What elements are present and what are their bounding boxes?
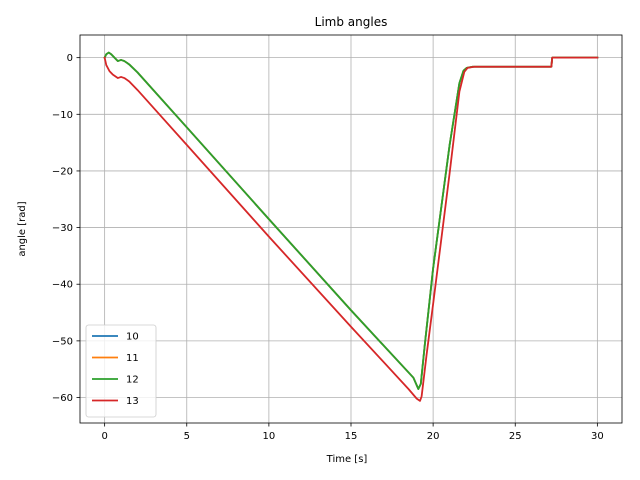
x-tick-label: 25	[509, 431, 522, 442]
x-tick-label: 10	[263, 431, 276, 442]
grid	[80, 35, 622, 423]
x-tick-label: 5	[184, 431, 190, 442]
y-tick-label: −10	[52, 110, 73, 121]
y-tick-label: −30	[52, 223, 73, 234]
ticks: 0 5 10 15 20 25 30 0 −10 −20 −30 −40 −50 −60	[52, 53, 604, 442]
y-tick-label: −50	[52, 336, 73, 347]
chart-title: Limb angles	[315, 15, 388, 29]
legend: 10 11 12 13	[85, 324, 157, 418]
legend-label-10: 10	[126, 332, 139, 343]
legend-box	[85, 324, 157, 418]
legend-label-13: 13	[126, 396, 139, 407]
x-tick-label: 0	[101, 431, 107, 442]
y-tick-label: −40	[52, 280, 73, 291]
x-tick-label: 15	[345, 431, 358, 442]
y-axis-label: angle [rad]	[17, 201, 28, 256]
x-tick-label: 20	[427, 431, 440, 442]
legend-label-12: 12	[126, 375, 139, 386]
x-tick-label: 30	[591, 431, 604, 442]
legend-label-11: 11	[126, 353, 139, 364]
series-layer	[103, 51, 599, 402]
y-tick-label: 0	[67, 53, 73, 64]
series-line-13	[103, 56, 599, 402]
y-tick-label: −20	[52, 166, 73, 177]
x-axis-label: Time [s]	[326, 454, 368, 465]
y-tick-label: −60	[52, 393, 73, 404]
